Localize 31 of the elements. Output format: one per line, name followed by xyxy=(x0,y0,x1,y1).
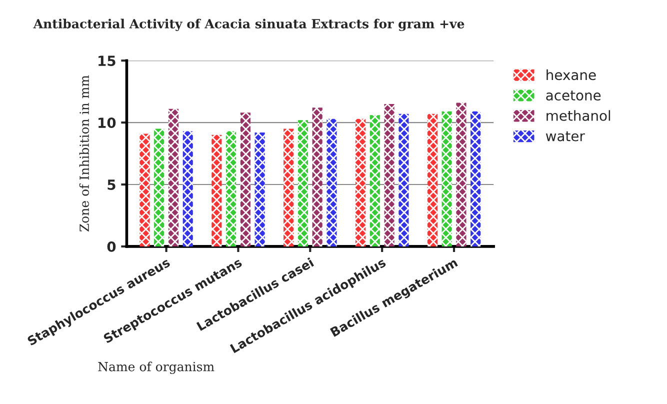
bar xyxy=(226,131,236,246)
bar xyxy=(140,134,150,246)
y-tick-label: 0 xyxy=(107,241,116,252)
y-tick-label: 5 xyxy=(108,180,116,190)
bar xyxy=(212,134,222,246)
bar xyxy=(284,128,294,246)
x-axis-title: Name of organism xyxy=(98,362,214,374)
bar xyxy=(298,120,308,246)
bar xyxy=(456,102,466,246)
bar xyxy=(384,104,394,246)
legend-label: water xyxy=(546,131,585,142)
bar xyxy=(254,132,265,246)
bar xyxy=(470,111,481,246)
legend-label: methanol xyxy=(546,110,610,121)
bar xyxy=(312,108,322,246)
bar xyxy=(240,112,250,246)
legend-label: hexane xyxy=(546,69,596,80)
bar xyxy=(442,111,452,246)
legend-label: acetone xyxy=(546,90,601,101)
bar xyxy=(326,118,337,246)
bar xyxy=(182,131,193,246)
y-axis-title: Zone of Inhibition in mm xyxy=(79,75,90,232)
bar xyxy=(355,118,366,246)
bar xyxy=(398,114,409,246)
y-tick-label: 15 xyxy=(98,56,116,66)
bar xyxy=(427,114,438,246)
chart-title: Antibacterial Activity of Acacia sinuata Extracts for gram +ve xyxy=(33,18,464,32)
bar xyxy=(168,108,179,246)
y-tick-label: 10 xyxy=(98,118,116,128)
bar xyxy=(370,115,380,246)
bar xyxy=(154,128,164,246)
